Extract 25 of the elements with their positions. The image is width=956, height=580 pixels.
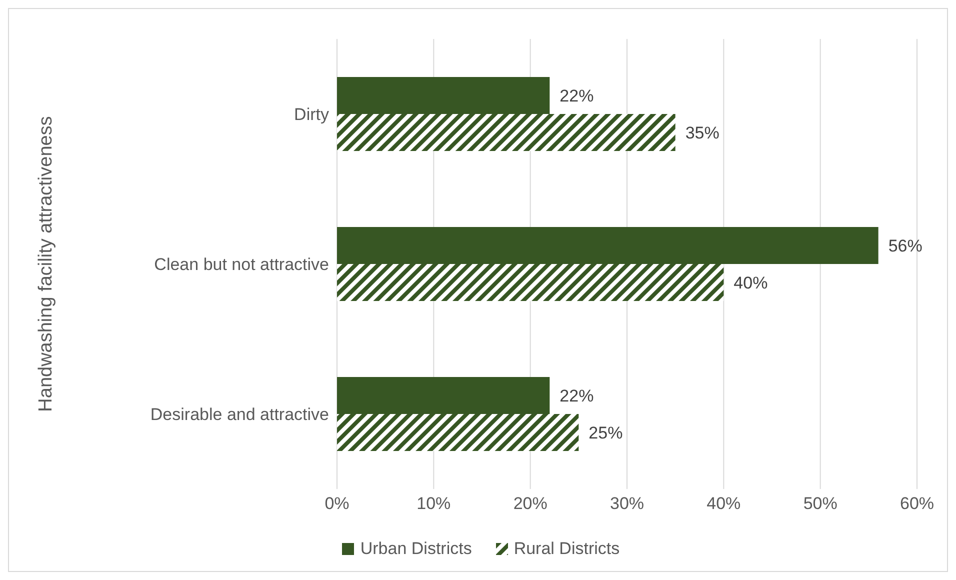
data-label: 22% bbox=[560, 386, 594, 406]
x-tick-label: 10% bbox=[416, 494, 451, 514]
x-tick-label: 0% bbox=[324, 494, 350, 514]
bar bbox=[337, 264, 724, 301]
y-tick-label: Desirable and attractive bbox=[150, 405, 329, 424]
x-tick-label: 30% bbox=[610, 494, 644, 514]
legend-label: Urban Districts bbox=[359, 539, 472, 559]
bar bbox=[337, 114, 676, 151]
y-tick-label: Clean but not attractive bbox=[154, 255, 329, 274]
x-tick-label: 20% bbox=[513, 494, 548, 514]
x-tick-label: 60% bbox=[900, 494, 934, 514]
y-axis-title: Handwashing facility attractiveness bbox=[36, 116, 57, 412]
data-label: 22% bbox=[560, 86, 594, 106]
x-tick-label: 40% bbox=[706, 494, 741, 514]
data-label: 40% bbox=[734, 273, 768, 292]
legend-label: Rural Districts bbox=[512, 539, 620, 559]
bar bbox=[337, 77, 550, 114]
x-tick-label: 50% bbox=[803, 494, 838, 514]
bar bbox=[337, 227, 878, 264]
data-label: 25% bbox=[588, 423, 623, 442]
bar bbox=[337, 377, 550, 414]
data-label: 56% bbox=[888, 236, 922, 256]
bar bbox=[337, 414, 579, 451]
data-label: 35% bbox=[685, 123, 720, 142]
y-tick-label: Dirty bbox=[294, 105, 330, 124]
